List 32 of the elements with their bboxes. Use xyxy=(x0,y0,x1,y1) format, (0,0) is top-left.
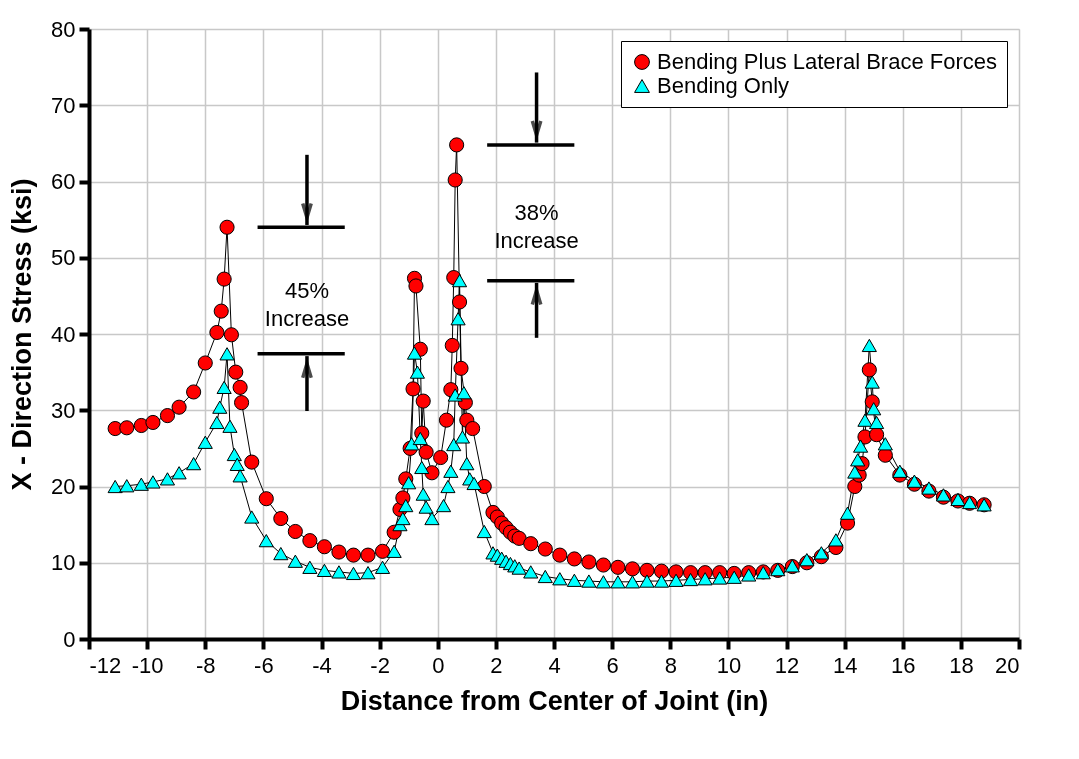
y-tick-label: 10 xyxy=(51,550,76,576)
y-tick-label: 60 xyxy=(51,169,76,194)
x-tick-label: -6 xyxy=(254,652,274,678)
x-tick-label: 12 xyxy=(774,652,800,678)
x-axis-title: Distance from Center of Joint (in) xyxy=(340,685,769,716)
y-tick-label: 40 xyxy=(51,321,76,347)
y-tick-label: 20 xyxy=(51,474,76,499)
x-tick-label: 8 xyxy=(664,652,677,678)
x-tick-label: 14 xyxy=(832,652,858,678)
y-tick-label: 30 xyxy=(51,397,76,423)
y-axis-title: X - Direction Stress (ksi) xyxy=(7,178,38,491)
x-tick-label: -4 xyxy=(312,652,332,678)
y-tick-label: 70 xyxy=(51,92,76,118)
y-tick-label: 0 xyxy=(63,626,76,652)
x-tick-label: 10 xyxy=(716,652,742,678)
annotation: 45% Increase xyxy=(264,277,350,331)
x-tick-label: 20 xyxy=(995,652,1020,678)
y-tick-label: 50 xyxy=(51,245,76,271)
x-tick-label: 16 xyxy=(891,652,916,678)
y-tick-label: 80 xyxy=(51,16,76,42)
x-tick-label: 2 xyxy=(490,652,503,678)
x-tick-label: 4 xyxy=(548,652,561,678)
x-tick-label: 6 xyxy=(606,652,619,678)
x-tick-label: -10 xyxy=(131,652,164,678)
legend-label: Bending Plus Lateral Brace Forces xyxy=(657,49,997,74)
x-tick-label: -12 xyxy=(89,652,122,678)
legend-label: Bending Only xyxy=(657,73,790,98)
x-tick-label: -8 xyxy=(195,652,216,678)
annotation: 38% Increase xyxy=(494,199,579,253)
x-tick-label: 0 xyxy=(432,652,445,678)
x-tick-label: -2 xyxy=(370,652,390,678)
x-tick-label: 18 xyxy=(949,652,974,678)
